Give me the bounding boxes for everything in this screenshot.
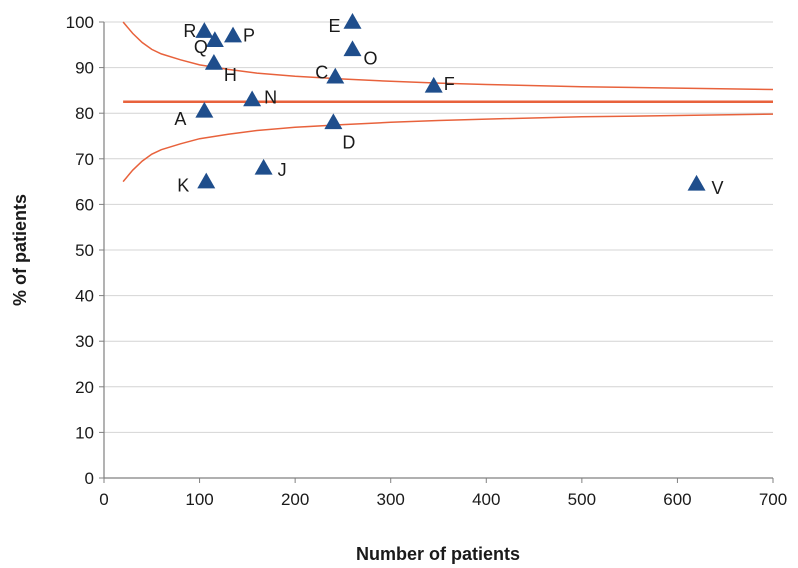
x-tick-label: 700: [759, 490, 787, 509]
marker-v: [687, 174, 706, 191]
marker-q: [205, 31, 224, 47]
lower-control-limit: [122, 113, 774, 183]
y-tick-label: 10: [75, 423, 94, 442]
marker-f: [424, 76, 443, 93]
y-tick-label: 60: [75, 195, 94, 214]
point-label-q: Q: [194, 37, 208, 57]
x-axis-title: Number of patients: [356, 544, 520, 564]
point-label-n: N: [264, 88, 277, 108]
data-points: RQ PH E O C F N A D J K V: [174, 13, 724, 198]
x-tick-label: 500: [568, 490, 596, 509]
marker-r: [195, 22, 214, 38]
y-tick-label: 70: [75, 150, 94, 169]
point-label-h: H: [224, 65, 237, 85]
x-tick-label: 400: [472, 490, 500, 509]
control-limits: [122, 21, 774, 183]
x-tick-label: 0: [99, 490, 108, 509]
x-tick-label: 300: [377, 490, 405, 509]
y-tick-label: 50: [75, 241, 94, 260]
point-label-j: J: [278, 160, 287, 180]
point-label-a: A: [174, 109, 186, 129]
marker-n: [243, 90, 262, 107]
point-label-o: O: [363, 48, 377, 68]
point-label-p: P: [243, 26, 255, 46]
y-tick-label: 80: [75, 104, 94, 123]
marker-k: [197, 172, 216, 189]
x-tick-label: 600: [663, 490, 691, 509]
marker-j: [254, 158, 273, 175]
marker-o: [343, 40, 362, 57]
y-tick-label: 90: [75, 59, 94, 78]
x-tick-label: 100: [185, 490, 213, 509]
upper-control-limit: [122, 21, 774, 91]
x-tick-label: 200: [281, 490, 309, 509]
point-label-f: F: [444, 74, 455, 94]
point-label-e: E: [328, 16, 340, 36]
y-tick-label: 20: [75, 378, 94, 397]
point-label-r: R: [183, 21, 196, 41]
marker-p: [224, 26, 243, 43]
marker-h: [204, 54, 223, 70]
y-tick-label: 30: [75, 332, 94, 351]
marker-d: [324, 113, 343, 130]
point-label-v: V: [712, 178, 724, 198]
point-label-c: C: [315, 63, 328, 83]
y-tick-label: 100: [66, 13, 94, 32]
axes: 0 10 20 30 40 50 60 70 80 90 100 0 100 200 300 400 500 60…: [66, 13, 788, 509]
marker-e: [343, 13, 362, 29]
point-label-k: K: [177, 176, 189, 196]
y-axis-title: % of patients: [10, 194, 30, 306]
y-tick-label: 0: [85, 469, 94, 488]
grid-lines: [104, 21, 773, 433]
y-tick-label: 40: [75, 287, 94, 306]
marker-a: [195, 101, 214, 118]
point-label-d: D: [342, 132, 355, 152]
marker-c: [326, 67, 345, 84]
